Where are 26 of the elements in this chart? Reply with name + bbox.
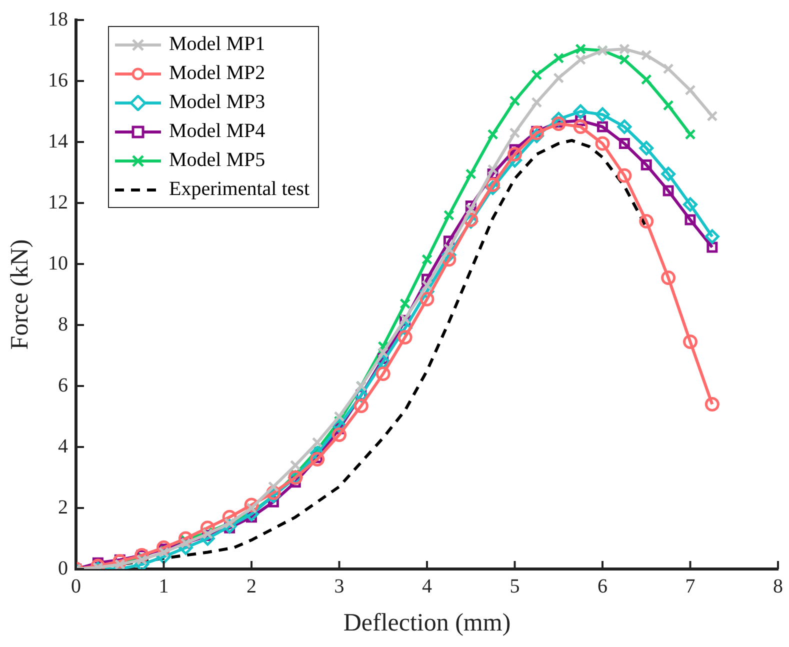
- y-tick-label: 18: [48, 8, 68, 30]
- x-tick-label: 4: [422, 575, 432, 598]
- y-tick-label: 6: [58, 374, 68, 396]
- y-tick-label: 0: [58, 557, 68, 580]
- legend-label: Model MP5: [169, 148, 266, 173]
- legend-label: Model MP3: [169, 90, 266, 115]
- x-axis-title: Deflection (mm): [343, 610, 511, 637]
- y-axis-title: Force (kN): [6, 239, 34, 350]
- y-tick-label: 8: [58, 313, 68, 336]
- x-tick-label: 2: [246, 575, 256, 598]
- y-tick-label: 16: [48, 69, 68, 92]
- legend-label: Model MP4: [169, 119, 266, 144]
- y-tick-label: 4: [58, 435, 68, 458]
- x-tick-label: 8: [773, 575, 783, 598]
- legend-label: Model MP1: [169, 32, 266, 57]
- legend-label: Model MP2: [169, 61, 266, 86]
- x-tick-label: 3: [334, 575, 344, 598]
- y-tick-label: 10: [48, 252, 68, 274]
- x-tick-label: 6: [598, 575, 608, 598]
- x-tick-label: 5: [510, 575, 520, 598]
- y-tick-label: 2: [58, 496, 68, 518]
- y-tick-label: 14: [48, 130, 68, 152]
- legend-label: Experimental test: [169, 177, 310, 202]
- x-tick-label: 7: [685, 575, 696, 598]
- y-tick-label: 12: [48, 191, 68, 214]
- x-tick-label: 1: [158, 575, 169, 598]
